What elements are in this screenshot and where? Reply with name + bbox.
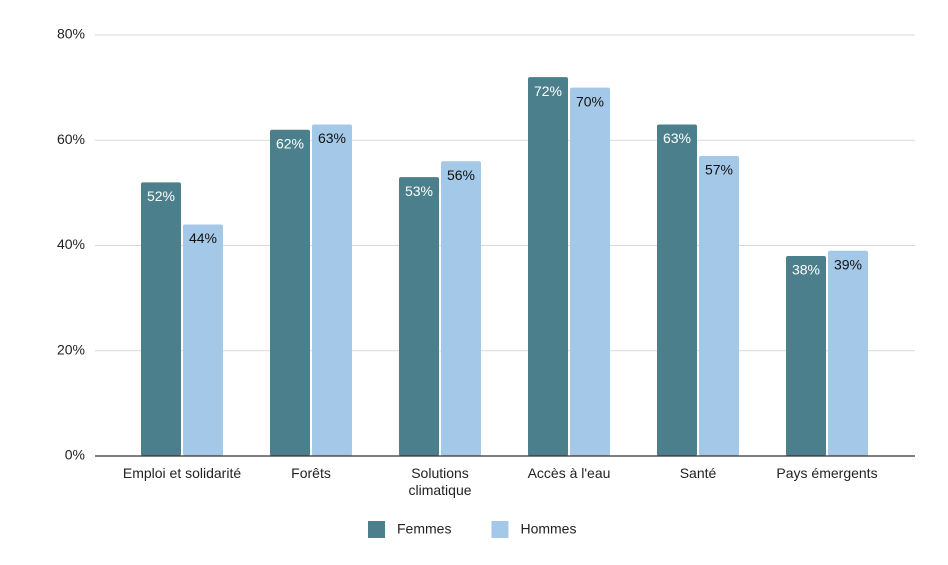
x-tick-label: Forêts [291, 465, 331, 481]
bar [657, 124, 697, 457]
bar [699, 156, 739, 456]
data-label: 62% [276, 135, 304, 151]
x-tick-label: Emploi et solidarité [122, 465, 242, 481]
bar [399, 177, 439, 456]
x-tick-label: Pays émergents [776, 465, 878, 481]
legend-label: Femmes [397, 521, 451, 537]
data-label: 38% [792, 262, 820, 278]
x-tick-label: Solutions climatique [408, 465, 472, 498]
bar [312, 124, 352, 457]
y-tick-label: 80% [57, 26, 85, 42]
data-label: 56% [447, 167, 475, 183]
data-label: 53% [405, 183, 433, 199]
legend-label: Hommes [520, 521, 576, 537]
legend-swatch [491, 521, 509, 538]
y-tick-label: 20% [57, 341, 85, 357]
bar [441, 161, 481, 457]
data-label: 63% [663, 130, 691, 146]
x-tick-label: Santé [679, 465, 717, 481]
data-label: 63% [318, 130, 346, 146]
x-tick-label: Accès à l'eau [527, 465, 611, 481]
data-label: 57% [705, 162, 733, 178]
data-label: 70% [576, 93, 604, 109]
data-label: 52% [147, 188, 175, 204]
bar [528, 77, 568, 456]
legend-swatch [368, 521, 385, 538]
bar [786, 256, 826, 456]
bar [141, 182, 181, 456]
bar [183, 224, 223, 456]
data-label: 39% [834, 256, 862, 272]
y-tick-label: 40% [57, 236, 85, 252]
y-tick-label: 60% [57, 131, 85, 147]
bar [828, 250, 868, 456]
data-label: 72% [534, 83, 562, 99]
bar [270, 129, 310, 456]
y-tick-label: 0% [65, 447, 85, 463]
bar [570, 87, 610, 456]
data-label: 44% [189, 230, 217, 246]
